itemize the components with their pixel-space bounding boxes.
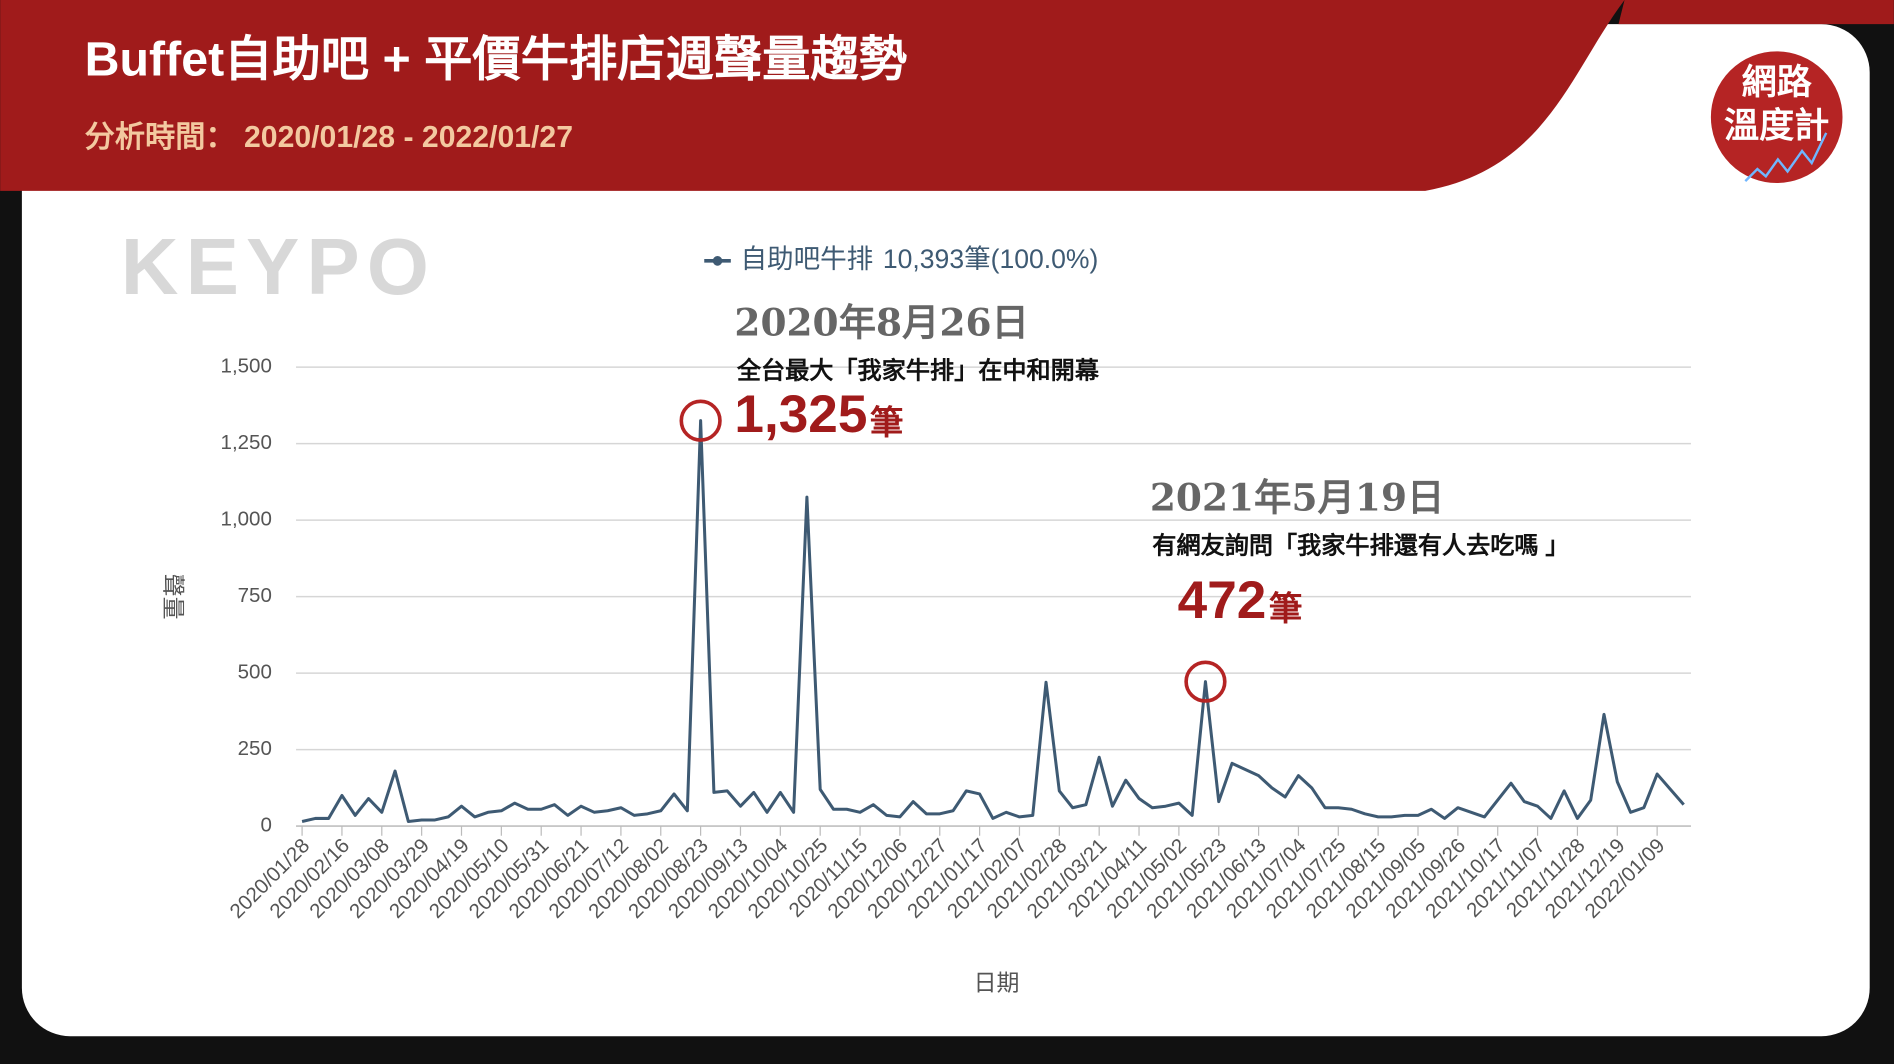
y-axis-label: 聲量 <box>161 574 187 620</box>
annotation-circle <box>1184 660 1227 703</box>
logo-badge <box>1707 47 1847 187</box>
y-tick-label: 250 <box>238 737 272 760</box>
logo-pulse <box>1744 132 1828 183</box>
y-tick-label: 1,250 <box>221 431 272 454</box>
annotation-value: 472 <box>1178 571 1267 630</box>
y-tick-label: 1,000 <box>221 508 272 531</box>
y-tick-label: 500 <box>238 661 272 684</box>
annotation-date: 2020年8月26日 <box>734 301 1029 345</box>
annotation-value: 1,325 <box>734 385 867 444</box>
y-tick-label: 750 <box>238 584 272 607</box>
logo-text: 網路 <box>1742 63 1813 102</box>
annotation-circle <box>679 399 722 442</box>
legend-note: 10,393筆(100.0%) <box>883 244 1098 274</box>
annotation-text: 有網友詢問「我家牛排還有人去吃嗎 」 <box>1152 531 1569 559</box>
y-tick-label: 0 <box>260 814 271 837</box>
annotation-unit: 筆 <box>1269 590 1303 628</box>
subtitle: 分析時間： 2020/01/28 - 2022/01/27 <box>85 120 573 154</box>
y-tick-label: 1,500 <box>221 355 272 378</box>
title: Buffet自助吧 + 平價牛排店週聲量趨勢 <box>85 33 907 87</box>
watermark: KEYPO <box>121 222 436 311</box>
annotation-date: 2021年5月19日 <box>1150 476 1445 520</box>
banner <box>0 0 1625 191</box>
annotation-unit: 筆 <box>870 404 904 442</box>
annotation-text: 全台最大「我家牛排」在中和開幕 <box>736 356 1100 384</box>
legend-dot <box>712 256 723 266</box>
card <box>21 24 1870 1037</box>
banner-edge <box>1618 0 1894 25</box>
logo-text: 溫度計 <box>1724 106 1829 145</box>
x-axis-label: 日期 <box>974 969 1020 995</box>
legend-name: 自助吧牛排 <box>740 244 873 274</box>
series-line <box>301 419 1685 823</box>
